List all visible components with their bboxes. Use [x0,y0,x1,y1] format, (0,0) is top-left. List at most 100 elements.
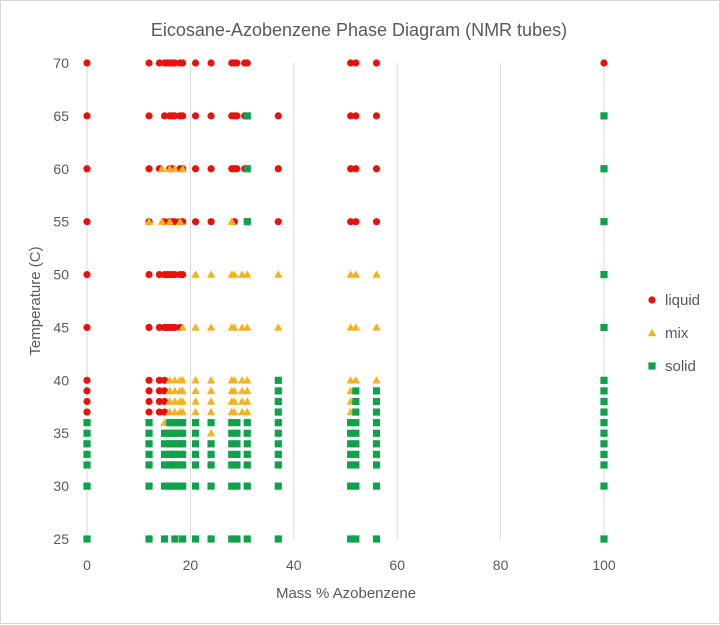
liquid-point [145,165,153,173]
liquid-point [372,112,381,120]
solid-point [274,440,282,448]
liquid-point [155,59,163,67]
y-tick-label: 25 [53,531,69,547]
liquid-point [274,165,282,173]
solid-point [228,482,236,490]
solid-point [600,270,608,279]
series-mix [144,164,381,469]
mix-point [191,397,200,405]
solid-point [600,482,608,490]
mix-point [144,217,154,225]
solid-point [179,535,187,543]
liquid-point [233,112,241,120]
legend-label-solid: solid [665,358,696,375]
solid-point [233,461,241,469]
x-tick-label: 0 [83,557,91,573]
liquid-point [83,165,91,173]
mix-point [274,270,283,278]
liquid-point [155,376,163,384]
solid-point [233,419,241,427]
solid-point [179,419,187,427]
liquid-point [83,376,91,384]
liquid-point [83,218,91,226]
liquid-point [145,323,153,332]
solid-point [83,440,91,448]
mix-point [191,323,200,331]
liquid-point [191,218,200,226]
solid-point [160,535,169,543]
solid-point [600,429,608,437]
liquid-point [171,323,179,332]
liquid-point [207,165,215,173]
solid-point [352,450,360,458]
y-tick-label: 55 [53,214,69,230]
liquid-point [347,165,355,173]
solid-point [347,429,355,437]
solid-point [191,450,200,458]
y-tick-label: 60 [53,161,69,177]
mix-point [191,270,200,278]
solid-point [372,387,381,395]
plot-area [83,59,608,543]
solid-point [243,419,251,427]
solid-point [160,482,169,490]
solid-point [228,429,236,437]
liquid-point [179,112,187,120]
solid-point [171,482,179,490]
legend: liquid mix solid [647,292,700,375]
y-axis: 25 30 35 40 45 50 55 60 65 70 [53,55,69,547]
liquid-point [207,218,215,226]
solid-point [600,461,608,469]
mix-point [206,323,216,331]
mix-point [243,323,252,331]
liquid-point [155,323,163,332]
solid-point [243,535,251,543]
mix-point [372,376,381,384]
liquid-point [145,408,153,416]
liquid-point [145,112,153,120]
solid-point [233,482,241,490]
solid-point [274,387,282,395]
mix-point [157,217,167,225]
liquid-point [155,408,163,416]
solid-point [600,376,608,384]
liquid-point [171,270,179,279]
liquid-point [145,59,153,67]
solid-point [191,419,200,427]
y-tick-label: 30 [53,478,69,494]
solid-point [228,461,236,469]
mix-point [178,386,187,395]
y-tick-label: 40 [53,372,69,388]
mix-point [230,386,239,395]
mix-point [206,270,216,278]
solid-point [145,419,153,427]
liquid-point [352,59,360,67]
solid-point [600,408,608,416]
y-tick-label: 35 [53,425,69,441]
legend-marker-liquid [648,296,656,304]
y-tick-label: 65 [53,108,69,124]
solid-point [600,535,608,543]
solid-point [274,450,282,458]
legend-item-solid: solid [648,358,696,375]
solid-point [347,482,355,490]
solid-point [83,450,91,458]
liquid-point [155,270,163,279]
mix-point [178,164,187,172]
x-tick-label: 60 [389,557,405,573]
solid-point [145,482,153,490]
liquid-point [83,387,91,395]
x-tick-label: 20 [183,557,199,573]
mix-point [157,164,167,172]
mix-point [351,376,361,384]
y-axis-title: Temperature (C) [27,246,44,355]
solid-point [372,408,381,416]
liquid-point [352,165,360,173]
liquid-point [83,323,91,332]
solid-point [171,419,179,427]
solid-point [207,461,215,469]
legend-item-mix: mix [647,325,689,342]
x-tick-label: 40 [286,557,302,573]
mix-point [243,376,252,384]
liquid-point [207,59,215,67]
